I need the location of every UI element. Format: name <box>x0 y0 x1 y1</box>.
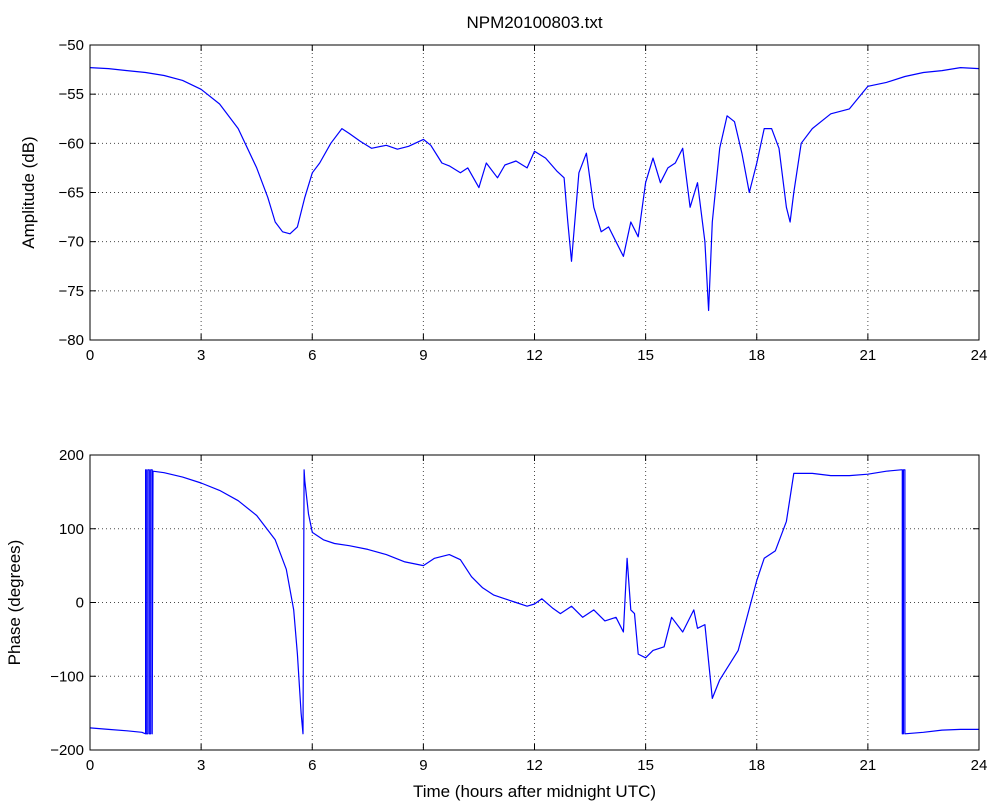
phase-x-tick-label: 12 <box>526 757 543 774</box>
amplitude-chart-title: NPM20100803.txt <box>466 13 602 32</box>
amplitude-x-tick-label: 12 <box>526 347 543 364</box>
phase-y-tick-label: 200 <box>59 447 84 464</box>
phase-x-tick-label: 15 <box>637 757 654 774</box>
phase-x-tick-label: 0 <box>86 757 94 774</box>
amplitude-y-axis-label: Amplitude (dB) <box>19 136 38 248</box>
phase-x-tick-label: 3 <box>197 757 205 774</box>
phase-x-tick-label: 6 <box>308 757 316 774</box>
amplitude-x-tick-label: 0 <box>86 347 94 364</box>
phase-series-line <box>89 469 979 735</box>
amplitude-series-line <box>89 67 980 312</box>
phase-y-tick-label: 0 <box>76 595 84 612</box>
phase-axes-frame <box>89 454 980 751</box>
phase-x-tick-label: 18 <box>748 757 765 774</box>
phase-y-tick-label: −100 <box>50 668 84 685</box>
amplitude-axes-frame <box>89 44 980 341</box>
amplitude-x-tick-label: 18 <box>748 347 765 364</box>
amplitude-x-tick-label: 3 <box>197 347 205 364</box>
amplitude-x-tick-label: 24 <box>971 347 988 364</box>
amplitude-x-tick-label: 15 <box>637 347 654 364</box>
amplitude-y-tick-label: −70 <box>59 234 84 251</box>
phase-x-axis-label: Time (hours after midnight UTC) <box>413 782 656 801</box>
amplitude-y-tick-label: −65 <box>59 185 84 202</box>
phase-chart: 0 3 6 9 12 15 18 21 24 200 100 0 −100 −200 Phase (degr… <box>5 447 987 801</box>
phase-x-tick-label: 21 <box>860 757 877 774</box>
phase-x-tick-label: 9 <box>419 757 427 774</box>
amplitude-y-tick-label: −80 <box>59 332 84 349</box>
amplitude-y-tick-label: −50 <box>59 37 84 54</box>
phase-x-tick-label: 24 <box>971 757 988 774</box>
amplitude-y-tick-label: −75 <box>59 283 84 300</box>
phase-y-tick-label: 100 <box>59 521 84 538</box>
amplitude-y-tick-label: −55 <box>59 86 84 103</box>
amplitude-y-tick-label: −60 <box>59 135 84 152</box>
phase-y-axis-label: Phase (degrees) <box>5 540 24 666</box>
phase-y-tick-label: −200 <box>50 742 84 759</box>
amplitude-x-tick-label: 21 <box>860 347 877 364</box>
amplitude-x-tick-label: 6 <box>308 347 316 364</box>
amplitude-x-tick-label: 9 <box>419 347 427 364</box>
amplitude-chart: 0 3 6 9 12 15 18 21 24 −50 −55 −60 −65 −70 −75 −80 NPM20… <box>19 13 987 364</box>
